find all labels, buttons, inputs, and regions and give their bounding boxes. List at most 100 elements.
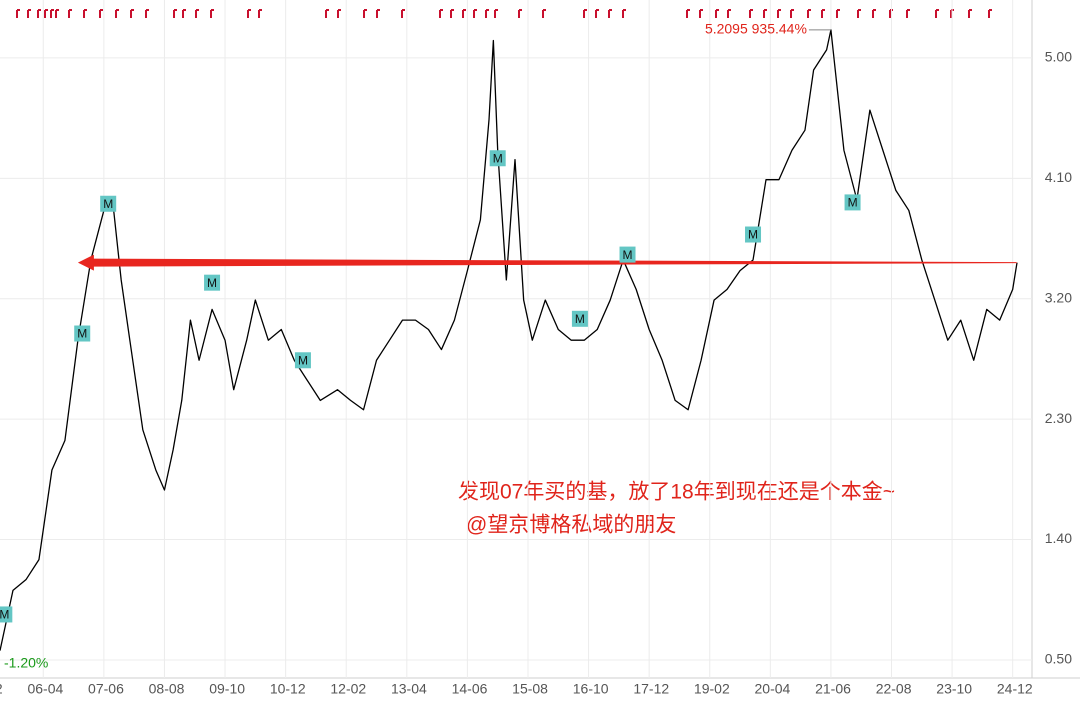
flag xyxy=(325,9,329,18)
x-tick-label: 16-10 xyxy=(573,681,609,697)
flag xyxy=(210,9,214,18)
flag xyxy=(821,9,825,18)
arrow-head xyxy=(77,254,94,271)
flag xyxy=(836,9,840,18)
x-tick-label: 20-04 xyxy=(755,681,791,697)
x-tick-label: 2 xyxy=(0,681,3,697)
flag xyxy=(115,9,119,18)
signal-marker xyxy=(571,310,588,327)
signal-marker xyxy=(74,325,91,342)
flag xyxy=(968,9,972,18)
flag xyxy=(44,9,48,18)
x-tick-label: 06-04 xyxy=(27,681,63,697)
flag xyxy=(337,9,341,18)
signal-label: M xyxy=(575,312,585,326)
flag xyxy=(790,9,794,18)
x-tick-label: 22-08 xyxy=(876,681,912,697)
signal-marker xyxy=(100,195,117,212)
flag xyxy=(857,9,861,18)
flag xyxy=(145,9,149,18)
signal-label: M xyxy=(0,608,9,622)
flag xyxy=(83,9,87,18)
signal-label: M xyxy=(748,228,758,242)
x-tick-label: 21-06 xyxy=(815,681,851,697)
flag xyxy=(715,9,719,18)
x-tick-label: 17-12 xyxy=(633,681,669,697)
flag xyxy=(749,9,753,18)
y-tick-label: 3.20 xyxy=(1045,289,1072,305)
flag xyxy=(542,9,546,18)
flag xyxy=(27,9,31,18)
flag xyxy=(583,9,587,18)
flag xyxy=(473,9,477,18)
flag xyxy=(37,9,41,18)
x-tick-label: 07-06 xyxy=(88,681,124,697)
y-tick-label: 4.10 xyxy=(1045,169,1072,185)
flag xyxy=(50,9,54,18)
note-line: 发现07年买的基，放了18年到现在还是个本金~ xyxy=(458,481,895,504)
flag xyxy=(763,9,767,18)
flag xyxy=(450,9,454,18)
flag xyxy=(807,9,811,18)
signal-label: M xyxy=(298,353,308,367)
flag xyxy=(686,9,690,18)
signal-label: M xyxy=(77,327,87,341)
signal-label: M xyxy=(493,151,503,165)
flag xyxy=(401,9,405,18)
flag xyxy=(518,9,522,18)
flag xyxy=(363,9,367,18)
signal-marker xyxy=(0,606,13,623)
x-tick-label: 24-12 xyxy=(997,681,1033,697)
flag xyxy=(906,9,910,18)
flag xyxy=(872,9,876,18)
flag xyxy=(935,9,939,18)
y-tick-label: 0.50 xyxy=(1045,651,1072,667)
flag xyxy=(777,9,781,18)
flag xyxy=(727,9,731,18)
x-tick-label: 10-12 xyxy=(270,681,306,697)
signal-label: M xyxy=(848,196,858,210)
price-line xyxy=(0,29,1018,651)
signal-marker xyxy=(489,150,506,167)
flag xyxy=(247,9,251,18)
x-tick-label: 14-06 xyxy=(452,681,488,697)
signal-label: M xyxy=(623,248,633,262)
flag xyxy=(55,9,59,18)
flag xyxy=(462,9,466,18)
x-tick-label: 23-10 xyxy=(936,681,972,697)
y-tick-label: 5.00 xyxy=(1045,49,1072,65)
flag xyxy=(16,9,20,18)
start-label: -1.20% xyxy=(4,654,48,670)
signal-marker xyxy=(745,226,762,243)
x-tick-label: 13-04 xyxy=(391,681,427,697)
flag xyxy=(376,9,380,18)
x-tick-label: 12-02 xyxy=(330,681,366,697)
flag xyxy=(608,9,612,18)
x-tick-label: 08-08 xyxy=(149,681,185,697)
x-tick-label: 15-08 xyxy=(512,681,548,697)
y-tick-label: 1.40 xyxy=(1045,530,1072,546)
signal-marker xyxy=(294,352,311,369)
note-line: @望京博格私域的朋友 xyxy=(466,514,676,537)
flag xyxy=(622,9,626,18)
flag xyxy=(439,9,443,18)
flag xyxy=(130,9,134,18)
flag xyxy=(258,9,262,18)
flag xyxy=(182,9,186,18)
flag xyxy=(699,9,703,18)
signal-marker xyxy=(204,274,221,291)
flag xyxy=(494,9,498,18)
flag xyxy=(485,9,489,18)
trade-flags xyxy=(16,9,992,18)
arrow xyxy=(89,258,1018,267)
x-tick-label: 19-02 xyxy=(694,681,730,697)
signal-label: M xyxy=(207,276,217,290)
peak-label: 5.2095 935.44% xyxy=(705,21,807,37)
flag xyxy=(99,9,103,18)
y-tick-label: 2.30 xyxy=(1045,410,1072,426)
signal-label: M xyxy=(103,197,113,211)
flag xyxy=(68,9,72,18)
